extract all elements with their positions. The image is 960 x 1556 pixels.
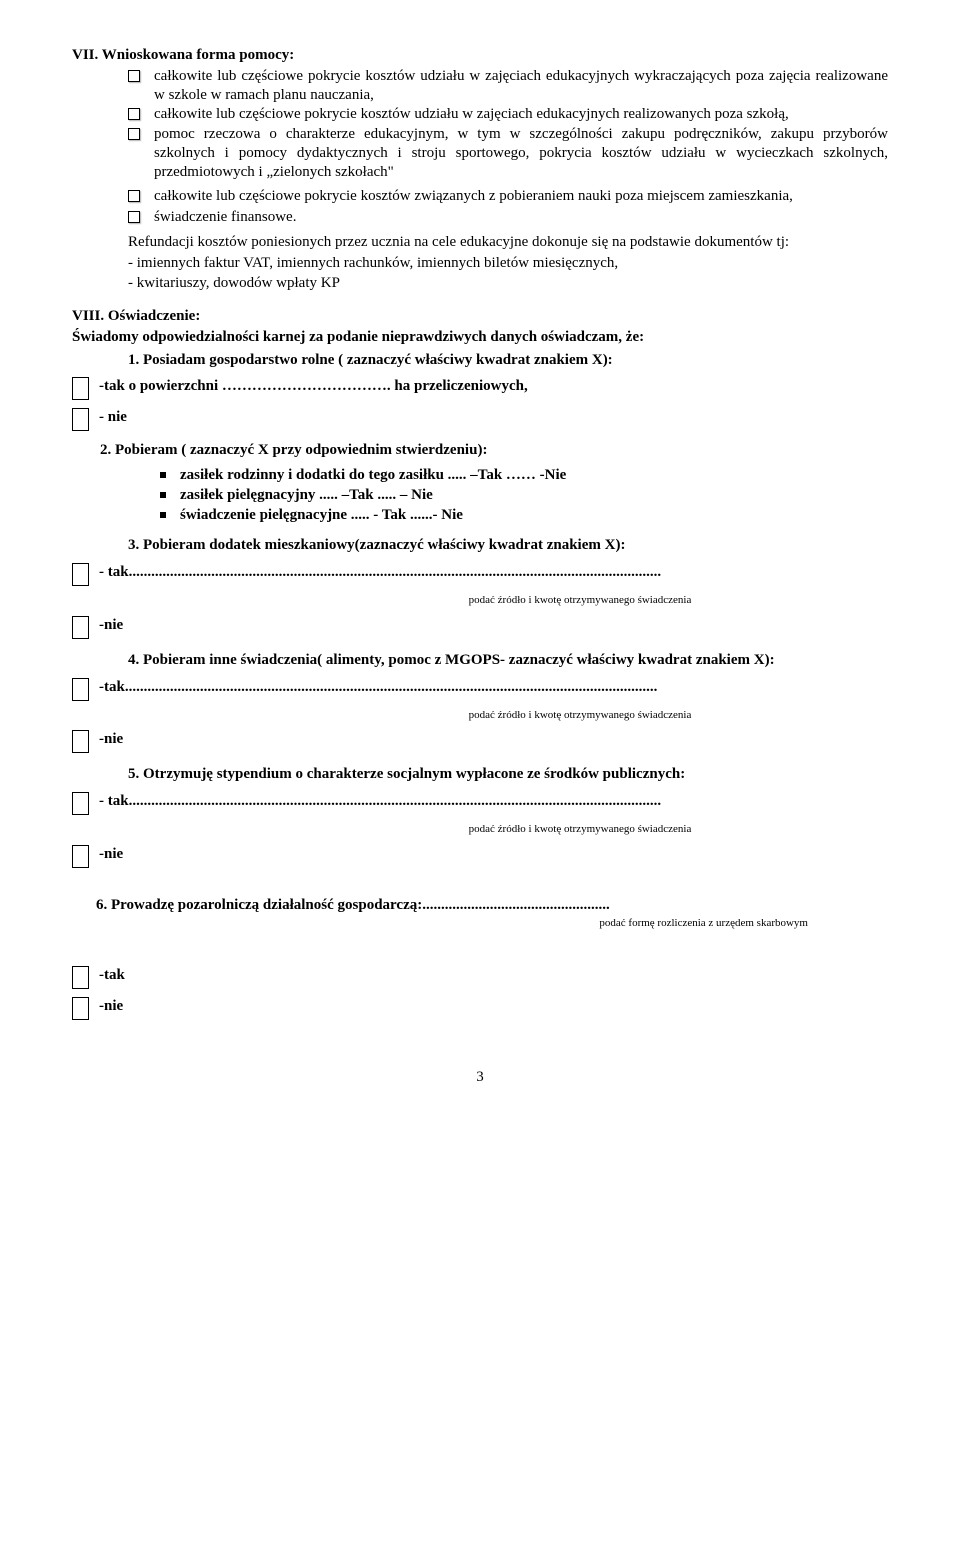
- checkbox-q6-yes[interactable]: [72, 966, 89, 989]
- q3-no-label: -nie: [99, 616, 123, 635]
- viii-item-4: 4. Pobieram inne świadczenia( alimenty, …: [72, 651, 888, 670]
- q2-c: świadczenie pielęgnacyjne ..... - Tak ..…: [160, 506, 888, 525]
- q4-caption: podać źródło i kwotę otrzymywanego świad…: [72, 709, 888, 723]
- q3-yes-label: - tak...................................…: [99, 563, 661, 582]
- section-vii-list-2: świadczenie finansowe.: [72, 208, 888, 227]
- q3-no-row: -nie: [72, 616, 888, 639]
- q3-yes-row: - tak...................................…: [72, 563, 888, 586]
- q1-yes-row: -tak o powierzchni ……………………………. ha przel…: [72, 377, 888, 400]
- section-vii-list: całkowite lub częściowe pokrycie kosztów…: [72, 67, 888, 182]
- vii-item-2: całkowite lub częściowe pokrycie kosztów…: [128, 105, 888, 124]
- checkbox-q1-yes[interactable]: [72, 377, 89, 400]
- refund-a: - imiennych faktur VAT, imiennych rachun…: [72, 254, 888, 273]
- viii-item-6: 6. Prowadzę pozarolniczą działalność gos…: [96, 896, 888, 915]
- q2-b: zasiłek pielęgnacyjny ..... –Tak ..... –…: [160, 486, 888, 505]
- checkbox-q6-no[interactable]: [72, 997, 89, 1020]
- q6-caption: podać formę rozliczenia z urzędem skarbo…: [72, 917, 888, 931]
- checkbox-q3-no[interactable]: [72, 616, 89, 639]
- vii-item-3: pomoc rzeczowa o charakterze edukacyjnym…: [128, 125, 888, 181]
- q1-yes-label: -tak o powierzchni ……………………………. ha przel…: [99, 377, 528, 396]
- q1-no-label: - nie: [99, 408, 127, 427]
- q2-a: zasiłek rodzinny i dodatki do tego zasił…: [160, 466, 888, 485]
- viii-item-3: 3. Pobieram dodatek mieszkaniowy(zaznacz…: [72, 536, 888, 555]
- q6-yes-label: -tak: [99, 966, 125, 985]
- section-viii-heading: VIII. Oświadczenie:: [72, 307, 888, 326]
- q4-yes-label: -tak....................................…: [99, 678, 657, 697]
- checkbox-q1-no[interactable]: [72, 408, 89, 431]
- q2-sublist: zasiłek rodzinny i dodatki do tego zasił…: [72, 466, 888, 524]
- viii-sub: Świadomy odpowiedzialności karnej za pod…: [72, 328, 888, 347]
- q1-no-row: - nie: [72, 408, 888, 431]
- refund-intro: Refundacji kosztów poniesionych przez uc…: [72, 233, 888, 252]
- page-number: 3: [72, 1068, 888, 1087]
- q5-yes-row: - tak...................................…: [72, 792, 888, 815]
- q6-yes-row: -tak: [72, 966, 888, 989]
- checkbox-q4-yes[interactable]: [72, 678, 89, 701]
- q4-no-label: -nie: [99, 730, 123, 749]
- q5-no-row: -nie: [72, 845, 888, 868]
- vii-item-1: całkowite lub częściowe pokrycie kosztów…: [128, 67, 888, 105]
- q5-yes-label: - tak...................................…: [99, 792, 661, 811]
- viii-item-5: 5. Otrzymuję stypendium o charakterze so…: [72, 765, 888, 784]
- refund-b: - kwitariuszy, dowodów wpłaty KP: [72, 274, 888, 293]
- section-vii-heading: VII. Wnioskowana forma pomocy:: [72, 46, 888, 65]
- q3-caption: podać źródło i kwotę otrzymywanego świad…: [72, 594, 888, 608]
- viii-item-2: 2. Pobieram ( zaznaczyć X przy odpowiedn…: [72, 441, 888, 460]
- viii-item-1: 1. Posiadam gospodarstwo rolne ( zaznacz…: [128, 351, 888, 370]
- q4-no-row: -nie: [72, 730, 888, 753]
- checkbox-q5-no[interactable]: [72, 845, 89, 868]
- checkbox-q4-no[interactable]: [72, 730, 89, 753]
- q6-no-label: -nie: [99, 997, 123, 1016]
- viii-ol: 1. Posiadam gospodarstwo rolne ( zaznacz…: [72, 351, 888, 370]
- q4-yes-row: -tak....................................…: [72, 678, 888, 701]
- q5-no-label: -nie: [99, 845, 123, 864]
- q5-caption: podać źródło i kwotę otrzymywanego świad…: [72, 823, 888, 837]
- vii-item-full: całkowite lub częściowe pokrycie kosztów…: [72, 187, 888, 206]
- vii-item-last: świadczenie finansowe.: [128, 208, 888, 227]
- checkbox-q3-yes[interactable]: [72, 563, 89, 586]
- checkbox-q5-yes[interactable]: [72, 792, 89, 815]
- q6-no-row: -nie: [72, 997, 888, 1020]
